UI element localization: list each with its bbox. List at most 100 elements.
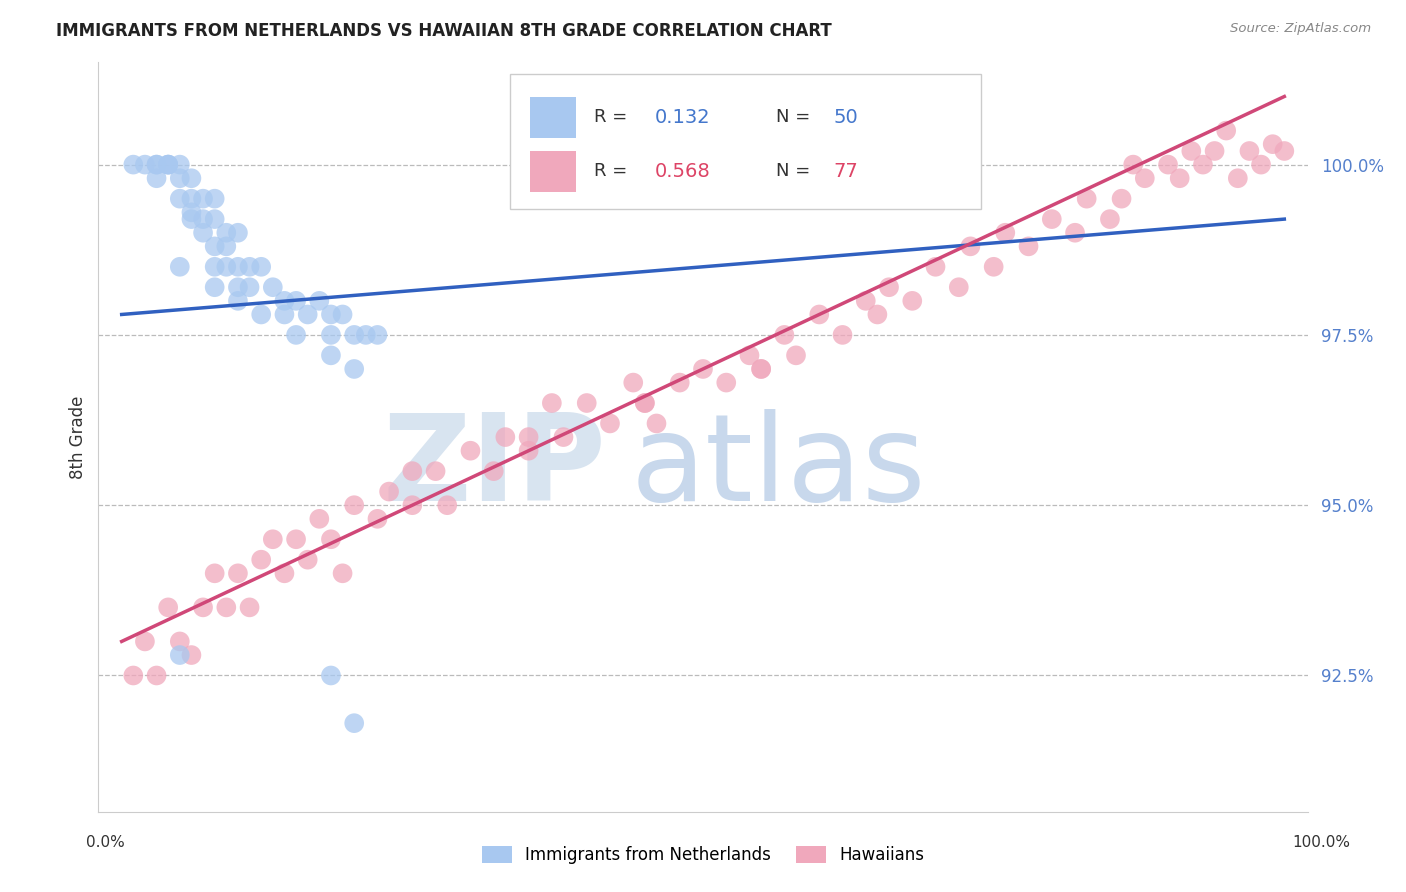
- Point: [226, 226, 249, 240]
- Point: [122, 158, 145, 172]
- Text: 50: 50: [834, 108, 858, 127]
- Point: [204, 566, 226, 581]
- Point: [180, 648, 202, 662]
- Point: [191, 212, 214, 227]
- Point: [157, 158, 180, 172]
- Point: [517, 430, 540, 444]
- Text: atlas: atlas: [630, 409, 927, 525]
- Text: 100.0%: 100.0%: [1292, 836, 1351, 850]
- Point: [1157, 158, 1180, 172]
- Point: [749, 362, 772, 376]
- Point: [239, 600, 262, 615]
- Point: [262, 280, 284, 294]
- Point: [378, 484, 401, 499]
- Text: 77: 77: [834, 161, 858, 180]
- Point: [1111, 192, 1133, 206]
- Point: [169, 192, 191, 206]
- Text: N =: N =: [776, 162, 815, 180]
- Point: [204, 192, 226, 206]
- Point: [239, 280, 262, 294]
- Point: [250, 260, 273, 274]
- Point: [1215, 123, 1237, 137]
- Point: [901, 293, 924, 308]
- Point: [297, 308, 319, 322]
- Point: [250, 308, 273, 322]
- Point: [273, 293, 295, 308]
- Point: [145, 158, 167, 172]
- Point: [645, 417, 668, 431]
- Point: [354, 327, 377, 342]
- Text: 0.132: 0.132: [655, 108, 710, 127]
- Point: [366, 327, 388, 342]
- Bar: [530, 97, 576, 138]
- Point: [250, 552, 273, 566]
- Point: [1192, 158, 1215, 172]
- Point: [425, 464, 447, 478]
- Point: [1250, 158, 1272, 172]
- Point: [332, 308, 354, 322]
- Bar: [530, 151, 576, 192]
- Point: [273, 566, 295, 581]
- Point: [319, 348, 342, 362]
- Point: [169, 648, 191, 662]
- Point: [332, 566, 354, 581]
- Point: [204, 260, 226, 274]
- Text: Source: ZipAtlas.com: Source: ZipAtlas.com: [1230, 22, 1371, 36]
- Point: [319, 308, 342, 322]
- Point: [134, 634, 156, 648]
- Point: [866, 308, 889, 322]
- Point: [716, 376, 738, 390]
- Point: [180, 171, 202, 186]
- Y-axis label: 8th Grade: 8th Grade: [69, 395, 87, 479]
- Point: [239, 260, 262, 274]
- Point: [738, 348, 761, 362]
- Point: [226, 260, 249, 274]
- Point: [169, 634, 191, 648]
- Point: [785, 348, 807, 362]
- Point: [1098, 212, 1121, 227]
- Point: [634, 396, 657, 410]
- Point: [297, 552, 319, 566]
- Point: [575, 396, 598, 410]
- Point: [401, 498, 423, 512]
- Point: [204, 239, 226, 253]
- Point: [285, 293, 308, 308]
- Point: [226, 293, 249, 308]
- Point: [540, 396, 562, 410]
- Point: [319, 327, 342, 342]
- Point: [1076, 192, 1098, 206]
- Point: [1204, 144, 1226, 158]
- Point: [343, 362, 366, 376]
- Text: R =: R =: [595, 108, 633, 126]
- Point: [994, 226, 1017, 240]
- Point: [808, 308, 831, 322]
- Point: [1226, 171, 1249, 186]
- Point: [482, 464, 505, 478]
- Point: [436, 498, 458, 512]
- Point: [1133, 171, 1156, 186]
- Point: [1018, 239, 1040, 253]
- Point: [262, 533, 284, 547]
- Point: [1272, 144, 1295, 158]
- Text: R =: R =: [595, 162, 633, 180]
- Point: [343, 327, 366, 342]
- Point: [831, 327, 853, 342]
- Point: [634, 396, 657, 410]
- Point: [145, 668, 167, 682]
- Point: [226, 566, 249, 581]
- Point: [191, 600, 214, 615]
- Point: [668, 376, 690, 390]
- Point: [285, 533, 308, 547]
- Point: [1180, 144, 1202, 158]
- FancyBboxPatch shape: [509, 74, 981, 209]
- Point: [122, 668, 145, 682]
- Text: IMMIGRANTS FROM NETHERLANDS VS HAWAIIAN 8TH GRADE CORRELATION CHART: IMMIGRANTS FROM NETHERLANDS VS HAWAIIAN …: [56, 22, 832, 40]
- Point: [343, 498, 366, 512]
- Point: [401, 464, 423, 478]
- Point: [180, 212, 202, 227]
- Point: [319, 533, 342, 547]
- Point: [157, 158, 180, 172]
- Point: [553, 430, 575, 444]
- Point: [692, 362, 714, 376]
- Point: [773, 327, 796, 342]
